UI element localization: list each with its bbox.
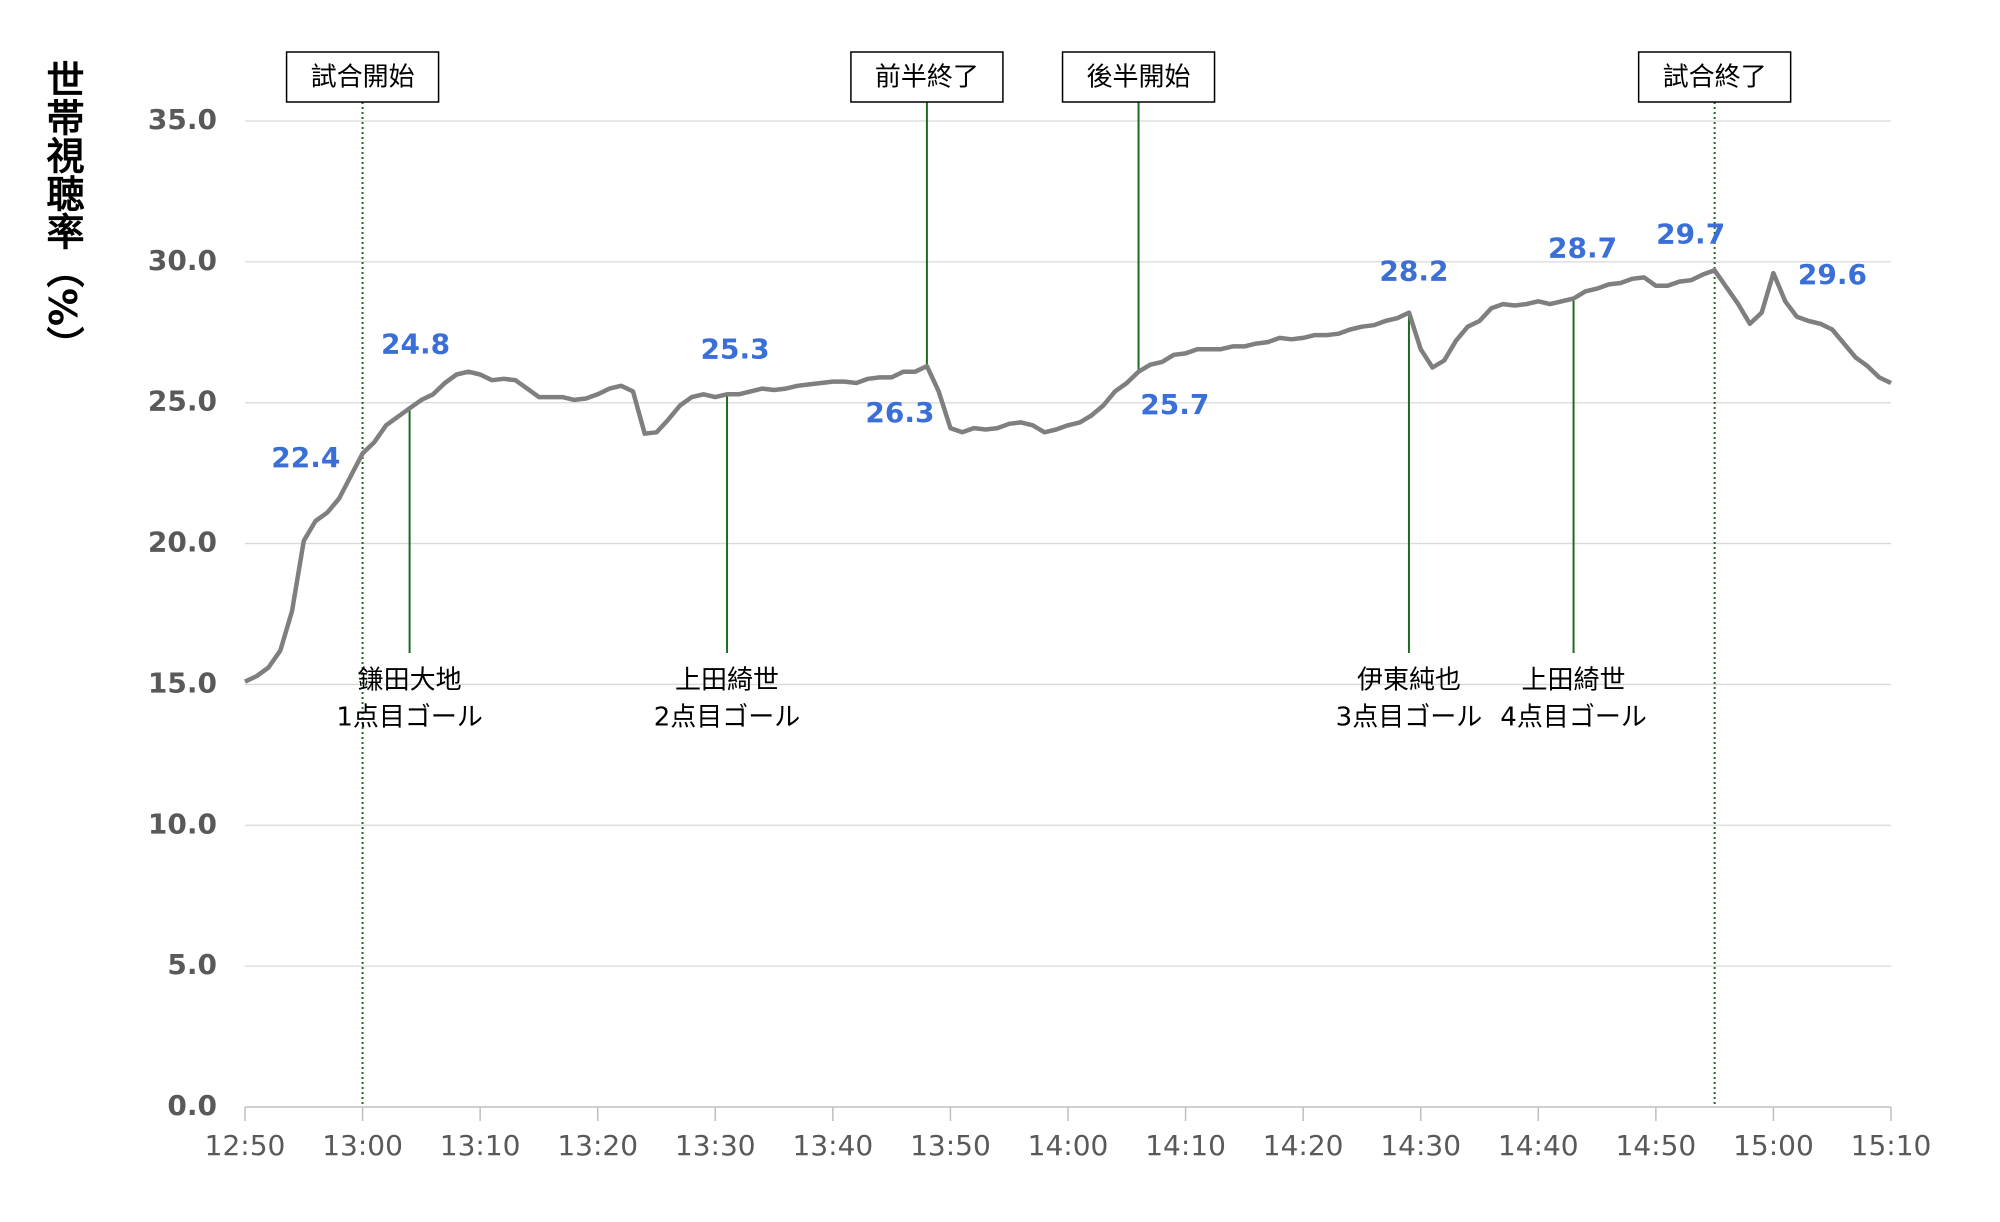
point-label: 22.4: [271, 441, 340, 474]
x-tick-label: 14:30: [1380, 1129, 1461, 1162]
rating-line: [244, 268, 1892, 684]
y-tick-label: 20.0: [148, 526, 217, 559]
x-tick-label: 12:50: [205, 1129, 286, 1162]
event-label: 前半終了: [875, 63, 979, 93]
point-label: 24.8: [381, 327, 450, 360]
point-label: 25.3: [700, 332, 769, 365]
x-tick-label: 13:50: [910, 1129, 991, 1162]
x-tick-label: 14:00: [1028, 1129, 1109, 1162]
x-tick-label: 13:20: [557, 1129, 638, 1162]
y-tick-label: 15.0: [148, 666, 217, 699]
point-label: 26.3: [865, 396, 934, 429]
point-label: 25.7: [1140, 388, 1209, 421]
x-tick-label: 13:30: [675, 1129, 756, 1162]
goal-label: 4点目ゴール: [1500, 703, 1647, 733]
x-tick-label: 13:10: [440, 1129, 521, 1162]
y-tick-label: 0.0: [167, 1089, 217, 1122]
point-label: 28.2: [1379, 255, 1448, 288]
goal-player: 上田綺世: [1522, 666, 1626, 696]
y-tick-label: 35.0: [148, 103, 217, 136]
event-box: [1637, 51, 1792, 103]
event-label: 試合終了: [1663, 63, 1767, 93]
y-axis-title: 世帯視聴率（%）: [40, 60, 84, 364]
x-tick-label: 14:50: [1616, 1129, 1697, 1162]
x-tick-label: 14:40: [1498, 1129, 1579, 1162]
point-label: 28.7: [1548, 231, 1617, 264]
y-tick-label: 5.0: [167, 948, 217, 981]
y-tick-label: 25.0: [148, 385, 217, 418]
event-box: [850, 51, 1004, 103]
x-tick-label: 14:10: [1145, 1129, 1226, 1162]
goal-label: 2点目ゴール: [654, 703, 801, 733]
goal-player: 伊東純也: [1357, 666, 1461, 696]
event-label: 試合開始: [311, 63, 415, 93]
y-tick-label: 30.0: [148, 244, 217, 277]
event-box: [285, 51, 440, 103]
event-label: 後半開始: [1087, 63, 1191, 93]
point-label: 29.7: [1656, 217, 1725, 250]
point-label: 29.6: [1798, 258, 1867, 291]
x-tick-label: 13:00: [322, 1129, 403, 1162]
goal-player: 鎌田大地: [358, 666, 462, 696]
goal-label: 1点目ゴール: [336, 703, 483, 733]
x-tick-label: 14:20: [1263, 1129, 1344, 1162]
x-tick-label: 15:10: [1851, 1129, 1932, 1162]
x-tick-label: 13:40: [793, 1129, 874, 1162]
x-tick-label: 15:00: [1733, 1129, 1814, 1162]
event-box: [1061, 51, 1216, 103]
goal-player: 上田綺世: [675, 666, 779, 696]
y-tick-label: 10.0: [148, 807, 217, 840]
goal-label: 3点目ゴール: [1336, 703, 1483, 733]
